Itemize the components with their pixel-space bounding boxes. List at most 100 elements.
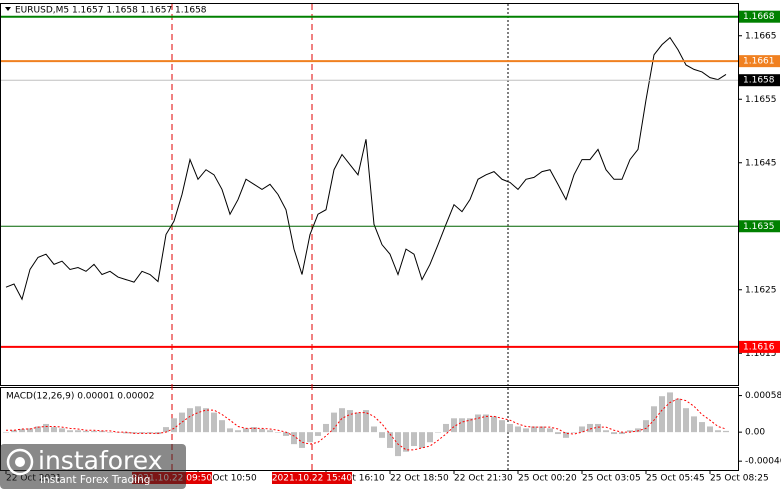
- histogram-bar: [99, 430, 105, 433]
- watermark-icon: [15, 457, 25, 467]
- histogram-bar: [339, 408, 345, 433]
- histogram-bar: [491, 416, 497, 433]
- histogram-bar: [507, 423, 513, 433]
- histogram-bar: [331, 412, 337, 433]
- histogram-bar: [427, 432, 433, 443]
- x-tick-label: 25 Oct 00:20: [518, 474, 577, 484]
- histogram-bar: [723, 430, 729, 433]
- histogram-bar: [603, 430, 609, 433]
- histogram-bar: [387, 432, 393, 448]
- y-tick-label: 1.1625: [745, 285, 777, 295]
- histogram-bar: [307, 432, 313, 443]
- y-tick-label: 0.00058: [745, 391, 781, 401]
- histogram-bar: [35, 426, 41, 433]
- level-label-box: [739, 340, 780, 353]
- histogram-bar: [411, 432, 417, 447]
- plot-layer: 1.1615 1.1625 1.1635 1.1645 1.1655 1.1665 1.16…: [1, 10, 781, 484]
- crosshair-time-box: [272, 472, 352, 484]
- y-tick-label: 1.1655: [745, 95, 777, 105]
- histogram-bar: [195, 406, 201, 433]
- title-marker: [5, 7, 11, 11]
- histogram-bar: [299, 432, 305, 448]
- histogram-bar: [379, 432, 385, 438]
- level-label: 1.1658: [743, 76, 775, 86]
- histogram-bar: [459, 418, 465, 433]
- histogram-bar: [267, 430, 273, 433]
- histogram-bar: [435, 432, 441, 433]
- y-tick-label: 0.00: [745, 428, 765, 438]
- histogram-bar: [43, 423, 49, 433]
- level-label-box: [739, 220, 780, 233]
- y-tick-label: 1.1645: [745, 158, 777, 168]
- histogram-bar: [627, 430, 633, 433]
- level-label: 1.1668: [743, 12, 775, 22]
- histogram-bar: [539, 426, 545, 433]
- histogram-bar: [347, 410, 353, 433]
- histogram-bar: [523, 428, 529, 433]
- level-label-box: [739, 10, 780, 23]
- histogram-bar: [611, 432, 617, 435]
- level-label-box: [739, 74, 780, 87]
- histogram-bar: [667, 392, 673, 433]
- histogram-bar: [59, 428, 65, 433]
- price-panel-frame: [0, 3, 739, 386]
- signal-line: [6, 398, 727, 451]
- histogram-bar: [651, 406, 657, 433]
- histogram-bar: [499, 420, 505, 433]
- crosshair-time-label: 2021.10.22 15:40: [272, 474, 353, 484]
- x-tick-label: 22 Oct 16:10: [326, 474, 385, 484]
- histogram-bar: [579, 426, 585, 433]
- histogram-bar: [563, 432, 569, 438]
- histogram-bar: [3, 432, 9, 433]
- y-tick-label: -0.00046: [745, 457, 781, 467]
- histogram-bar: [27, 428, 33, 433]
- histogram-bar: [147, 432, 153, 434]
- histogram-bar: [123, 432, 129, 434]
- histogram-bar: [363, 410, 369, 433]
- histogram-bar: [587, 423, 593, 433]
- x-tick-label: 25 Oct 03:05: [582, 474, 641, 484]
- histogram-bar: [451, 418, 457, 433]
- histogram-bar: [419, 432, 425, 448]
- histogram-bar: [355, 412, 361, 433]
- histogram-bar: [699, 422, 705, 433]
- histogram-bar: [675, 398, 681, 433]
- histogram-bar: [443, 423, 449, 433]
- histogram-bar: [91, 430, 97, 433]
- histogram-bar: [475, 414, 481, 433]
- histogram-bar: [259, 429, 265, 433]
- histogram-bar: [75, 430, 81, 433]
- histogram-bar: [515, 426, 521, 433]
- histogram-bar: [131, 432, 137, 434]
- histogram-bar: [11, 430, 17, 433]
- chart-title: EURUSD,M5 1.1657 1.1658 1.1657 1.1658: [15, 6, 207, 16]
- x-tick-label: 22 Oct 18:50: [390, 474, 449, 484]
- histogram-bar: [635, 428, 641, 433]
- histogram-bar: [243, 428, 249, 433]
- histogram-bar: [235, 430, 241, 433]
- histogram-bar: [291, 432, 297, 445]
- histogram-bar: [19, 429, 25, 433]
- histogram-bar: [707, 426, 713, 433]
- histogram-bar: [323, 423, 329, 433]
- histogram-bar: [643, 420, 649, 433]
- watermark-tagline: Instant Forex Trading: [40, 474, 150, 486]
- histogram-bar: [683, 408, 689, 433]
- y-tick-label: 1.1665: [745, 31, 777, 41]
- histogram-bar: [251, 427, 257, 433]
- histogram-bar: [403, 432, 409, 452]
- histogram-bar: [211, 412, 217, 433]
- histogram-bar: [315, 432, 321, 436]
- histogram-bar: [275, 432, 281, 433]
- x-tick-label: 22 Oct 10:50: [198, 474, 257, 484]
- histogram-bar: [219, 420, 225, 433]
- histogram-bar: [547, 428, 553, 433]
- histogram-bar: [371, 426, 377, 433]
- histogram-bar: [51, 427, 57, 433]
- histogram-bar: [283, 432, 289, 436]
- level-label: 1.1635: [743, 222, 775, 232]
- histogram-bar: [179, 412, 185, 433]
